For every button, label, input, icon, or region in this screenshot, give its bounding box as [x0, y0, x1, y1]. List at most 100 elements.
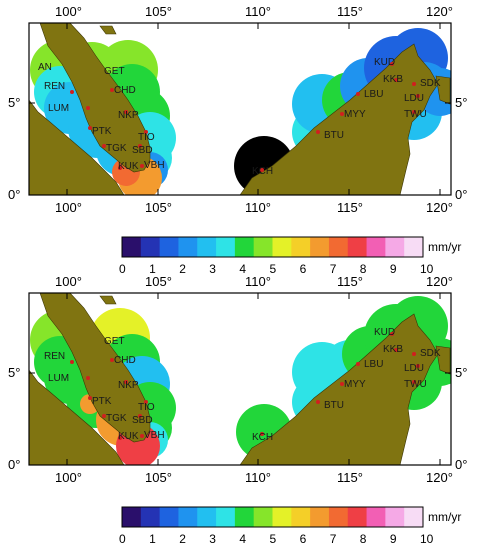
svg-text:LUM: LUM: [48, 373, 69, 384]
land-masses-2: [29, 293, 451, 465]
axis-ticks-2: [29, 293, 451, 466]
colorbar-tick-label: 2: [179, 262, 186, 276]
station-kuk: KUK: [118, 431, 139, 442]
station-nkp: NKP: [118, 110, 139, 121]
colorbar-swatch: [272, 507, 292, 527]
station-lbu: LBU: [356, 359, 383, 370]
xtick-bottom: 100°: [55, 200, 82, 215]
svg-text:PTK: PTK: [92, 396, 112, 407]
station-lbu: LBU: [356, 89, 383, 100]
colorbar-swatch: [253, 237, 273, 257]
ytick-left: 0°: [8, 457, 20, 472]
station-sbd: SBD: [132, 414, 153, 426]
svg-text:VBH: VBH: [144, 430, 165, 441]
station-kch: KCH: [252, 432, 273, 443]
colorbar-unit-1: mm/yr: [428, 240, 461, 254]
colorbar-tick-label: 2: [179, 532, 186, 546]
svg-text:KUK: KUK: [118, 161, 139, 172]
colorbar-tick-label: 5: [270, 262, 277, 276]
colorbar-tick-label: 9: [390, 532, 397, 546]
ytick-left: 5°: [8, 95, 20, 110]
xtick-bottom: 115°: [337, 470, 363, 485]
colorbar-tick-label: 10: [420, 532, 434, 546]
colorbar-tick-label: 1: [149, 532, 156, 546]
station-kud: KUD: [374, 57, 395, 68]
colorbar-swatch: [197, 507, 217, 527]
ytick-right: 5°: [455, 365, 467, 380]
station-ptk: PTK: [88, 396, 112, 407]
colorbar-swatch: [385, 507, 405, 527]
station-twu: TWU: [404, 379, 427, 390]
map-panel-1: 100° 105° 110° 115° 120° 100° 105° 110° …: [8, 4, 467, 215]
svg-text:KCH: KCH: [252, 166, 273, 177]
svg-text:TGK: TGK: [106, 143, 127, 154]
colorbar-tick-label: 8: [360, 532, 367, 546]
colorbar-swatch: [159, 237, 179, 257]
svg-text:KKB: KKB: [383, 344, 403, 355]
svg-text:KUK: KUK: [118, 431, 139, 442]
svg-text:TIO: TIO: [138, 132, 155, 143]
stations-1: AN GET REN CHD LUM NKP PTK TIO TGK SBD K…: [38, 57, 441, 177]
colorbar-swatch: [122, 237, 142, 257]
station-ldu: LDU: [404, 363, 424, 374]
colorbar-swatch: [216, 507, 236, 527]
xtick-bottom: 120°: [426, 200, 453, 215]
xtick-top: 100°: [55, 4, 82, 19]
station-kuk: KUK: [118, 161, 139, 172]
colorbar-swatch: [122, 507, 142, 527]
svg-text:MYY: MYY: [344, 379, 366, 390]
station-kkb: KKB: [383, 344, 403, 355]
svg-text:REN: REN: [44, 351, 65, 362]
station-kch: KCH: [252, 166, 273, 177]
svg-text:SDK: SDK: [420, 348, 441, 359]
colorbar-tick-label: 6: [300, 262, 307, 276]
xtick-bottom: 110°: [245, 470, 271, 485]
svg-text:SBD: SBD: [132, 415, 153, 426]
svg-text:TWU: TWU: [404, 379, 427, 390]
station-myy: MYY: [340, 379, 366, 390]
xtick-top: 120°: [426, 4, 453, 19]
xtick-top: 110°: [245, 4, 271, 19]
station-get: GET: [104, 66, 125, 77]
svg-text:BTU: BTU: [324, 400, 344, 411]
svg-text:LBU: LBU: [364, 89, 383, 100]
xtick-top: 105°: [145, 4, 172, 19]
station-ren: REN: [44, 81, 74, 94]
colorbar-tick-label: 7: [330, 532, 337, 546]
colorbar-tick-label: 0: [119, 532, 126, 546]
colorbar-swatch: [216, 237, 236, 257]
ytick-right: 0°: [455, 187, 467, 202]
station-ptk: PTK: [88, 126, 112, 137]
svg-text:KCH: KCH: [252, 432, 273, 443]
axis-ticks-1: [29, 23, 451, 196]
colorbar-swatch: [140, 237, 161, 257]
svg-text:KUD: KUD: [374, 327, 395, 338]
land-masses: [29, 23, 451, 195]
colorbar-swatch: [385, 237, 405, 257]
station-lum: LUM: [48, 103, 90, 114]
station-btu: BTU: [316, 400, 344, 411]
xtick-top: 120°: [426, 274, 453, 289]
xtick-top: 115°: [337, 274, 363, 289]
station-btu: BTU: [316, 130, 344, 141]
xtick-top: 105°: [145, 274, 172, 289]
colorbar-1: 0 1 2 3 4 5 6 7 8 9 10 mm/yr: [119, 236, 461, 276]
station-vbh: VBH: [140, 430, 165, 441]
xtick-bottom: 115°: [337, 200, 363, 215]
station-chd: CHD: [110, 355, 136, 366]
colorbar-swatch: [310, 507, 330, 527]
station-nkp: NKP: [118, 380, 139, 391]
station-tio: TIO: [138, 400, 155, 413]
colorbar-tick-label: 7: [330, 262, 337, 276]
station-an: AN: [38, 62, 52, 73]
colorbar-tick-label: 6: [300, 532, 307, 546]
xtick-top: 100°: [55, 274, 82, 289]
colorbar-tick-label: 9: [390, 262, 397, 276]
station-kud: KUD: [374, 327, 395, 338]
xtick-top: 115°: [337, 4, 363, 19]
colorbar-swatch: [178, 507, 198, 527]
xtick-bottom: 120°: [426, 470, 453, 485]
svg-text:KUD: KUD: [374, 57, 395, 68]
colorbar-swatch: [310, 237, 330, 257]
colorbar-tick-label: 3: [209, 532, 216, 546]
